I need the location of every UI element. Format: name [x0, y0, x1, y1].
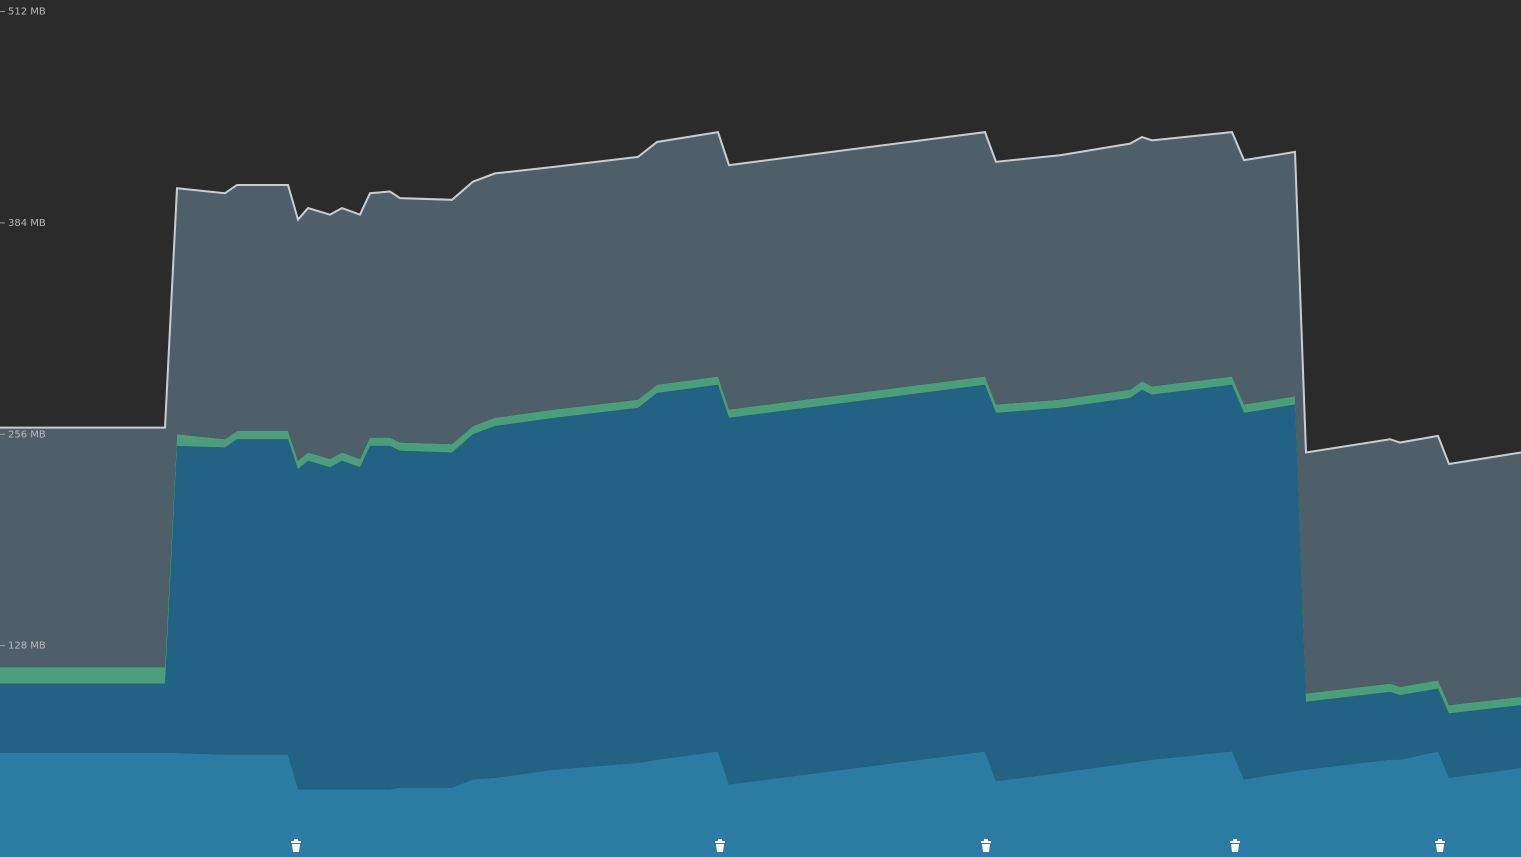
gc-icon	[1435, 839, 1445, 852]
y-tick-label: 384 MB	[8, 218, 46, 229]
area-layer	[0, 384, 1521, 790]
gc-icon	[291, 839, 301, 852]
y-axis: 128 MB 256 MB 384 MB 512 MB	[0, 7, 46, 652]
gc-icon	[715, 839, 725, 852]
y-tick-label: 256 MB	[8, 429, 46, 440]
y-tick-label: 512 MB	[8, 7, 46, 18]
area-layer	[0, 376, 1521, 714]
y-tick-label: 128 MB	[8, 641, 46, 652]
gc-icon	[981, 839, 991, 852]
plot	[0, 130, 1521, 857]
total-outline	[0, 130, 1521, 466]
gc-events	[291, 839, 1445, 852]
area-layer	[0, 132, 1521, 706]
gc-icon	[1230, 839, 1240, 852]
area-layer	[0, 751, 1521, 857]
